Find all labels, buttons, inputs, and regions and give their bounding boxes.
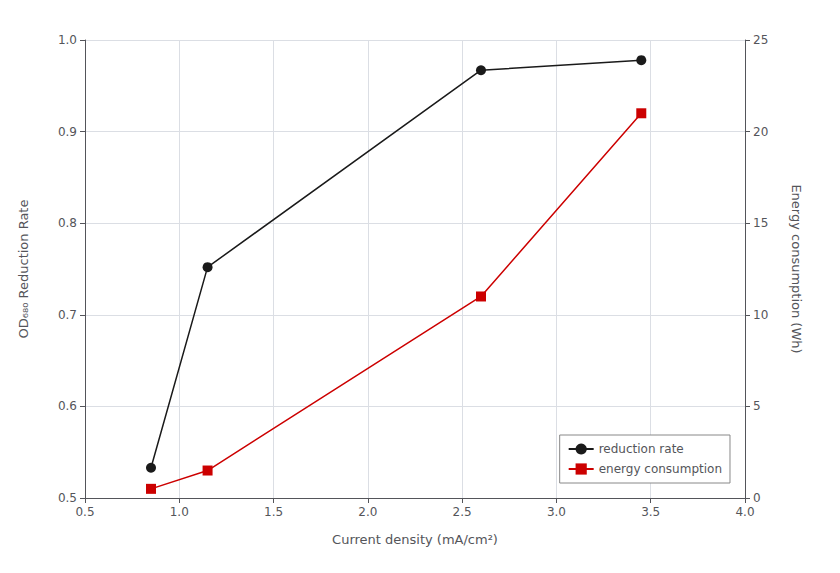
svg-text:3.5: 3.5 xyxy=(641,505,660,519)
svg-text:0.9: 0.9 xyxy=(58,125,77,139)
svg-text:25: 25 xyxy=(753,33,768,47)
svg-text:5: 5 xyxy=(753,399,761,413)
svg-text:0: 0 xyxy=(753,491,761,505)
svg-text:energy consumption: energy consumption xyxy=(599,462,722,476)
svg-text:0.7: 0.7 xyxy=(58,308,77,322)
svg-text:15: 15 xyxy=(753,216,768,230)
svg-text:2.5: 2.5 xyxy=(453,505,472,519)
svg-text:0.5: 0.5 xyxy=(75,505,94,519)
svg-text:1.0: 1.0 xyxy=(170,505,189,519)
svg-text:1.0: 1.0 xyxy=(58,33,77,47)
svg-text:4.0: 4.0 xyxy=(735,505,754,519)
svg-text:10: 10 xyxy=(753,308,768,322)
svg-text:Energy consumption (Wh): Energy consumption (Wh) xyxy=(789,184,804,353)
svg-text:1.5: 1.5 xyxy=(264,505,283,519)
svg-text:2.0: 2.0 xyxy=(358,505,377,519)
svg-text:Current density (mA/cm²): Current density (mA/cm²) xyxy=(332,532,498,547)
svg-text:0.6: 0.6 xyxy=(58,399,77,413)
svg-text:0.5: 0.5 xyxy=(58,491,77,505)
svg-text:20: 20 xyxy=(753,125,768,139)
svg-text:OD₆₈₀ Reduction Rate: OD₆₈₀ Reduction Rate xyxy=(16,200,31,339)
svg-text:0.8: 0.8 xyxy=(58,216,77,230)
svg-text:3.0: 3.0 xyxy=(547,505,566,519)
svg-text:reduction rate: reduction rate xyxy=(599,442,684,456)
